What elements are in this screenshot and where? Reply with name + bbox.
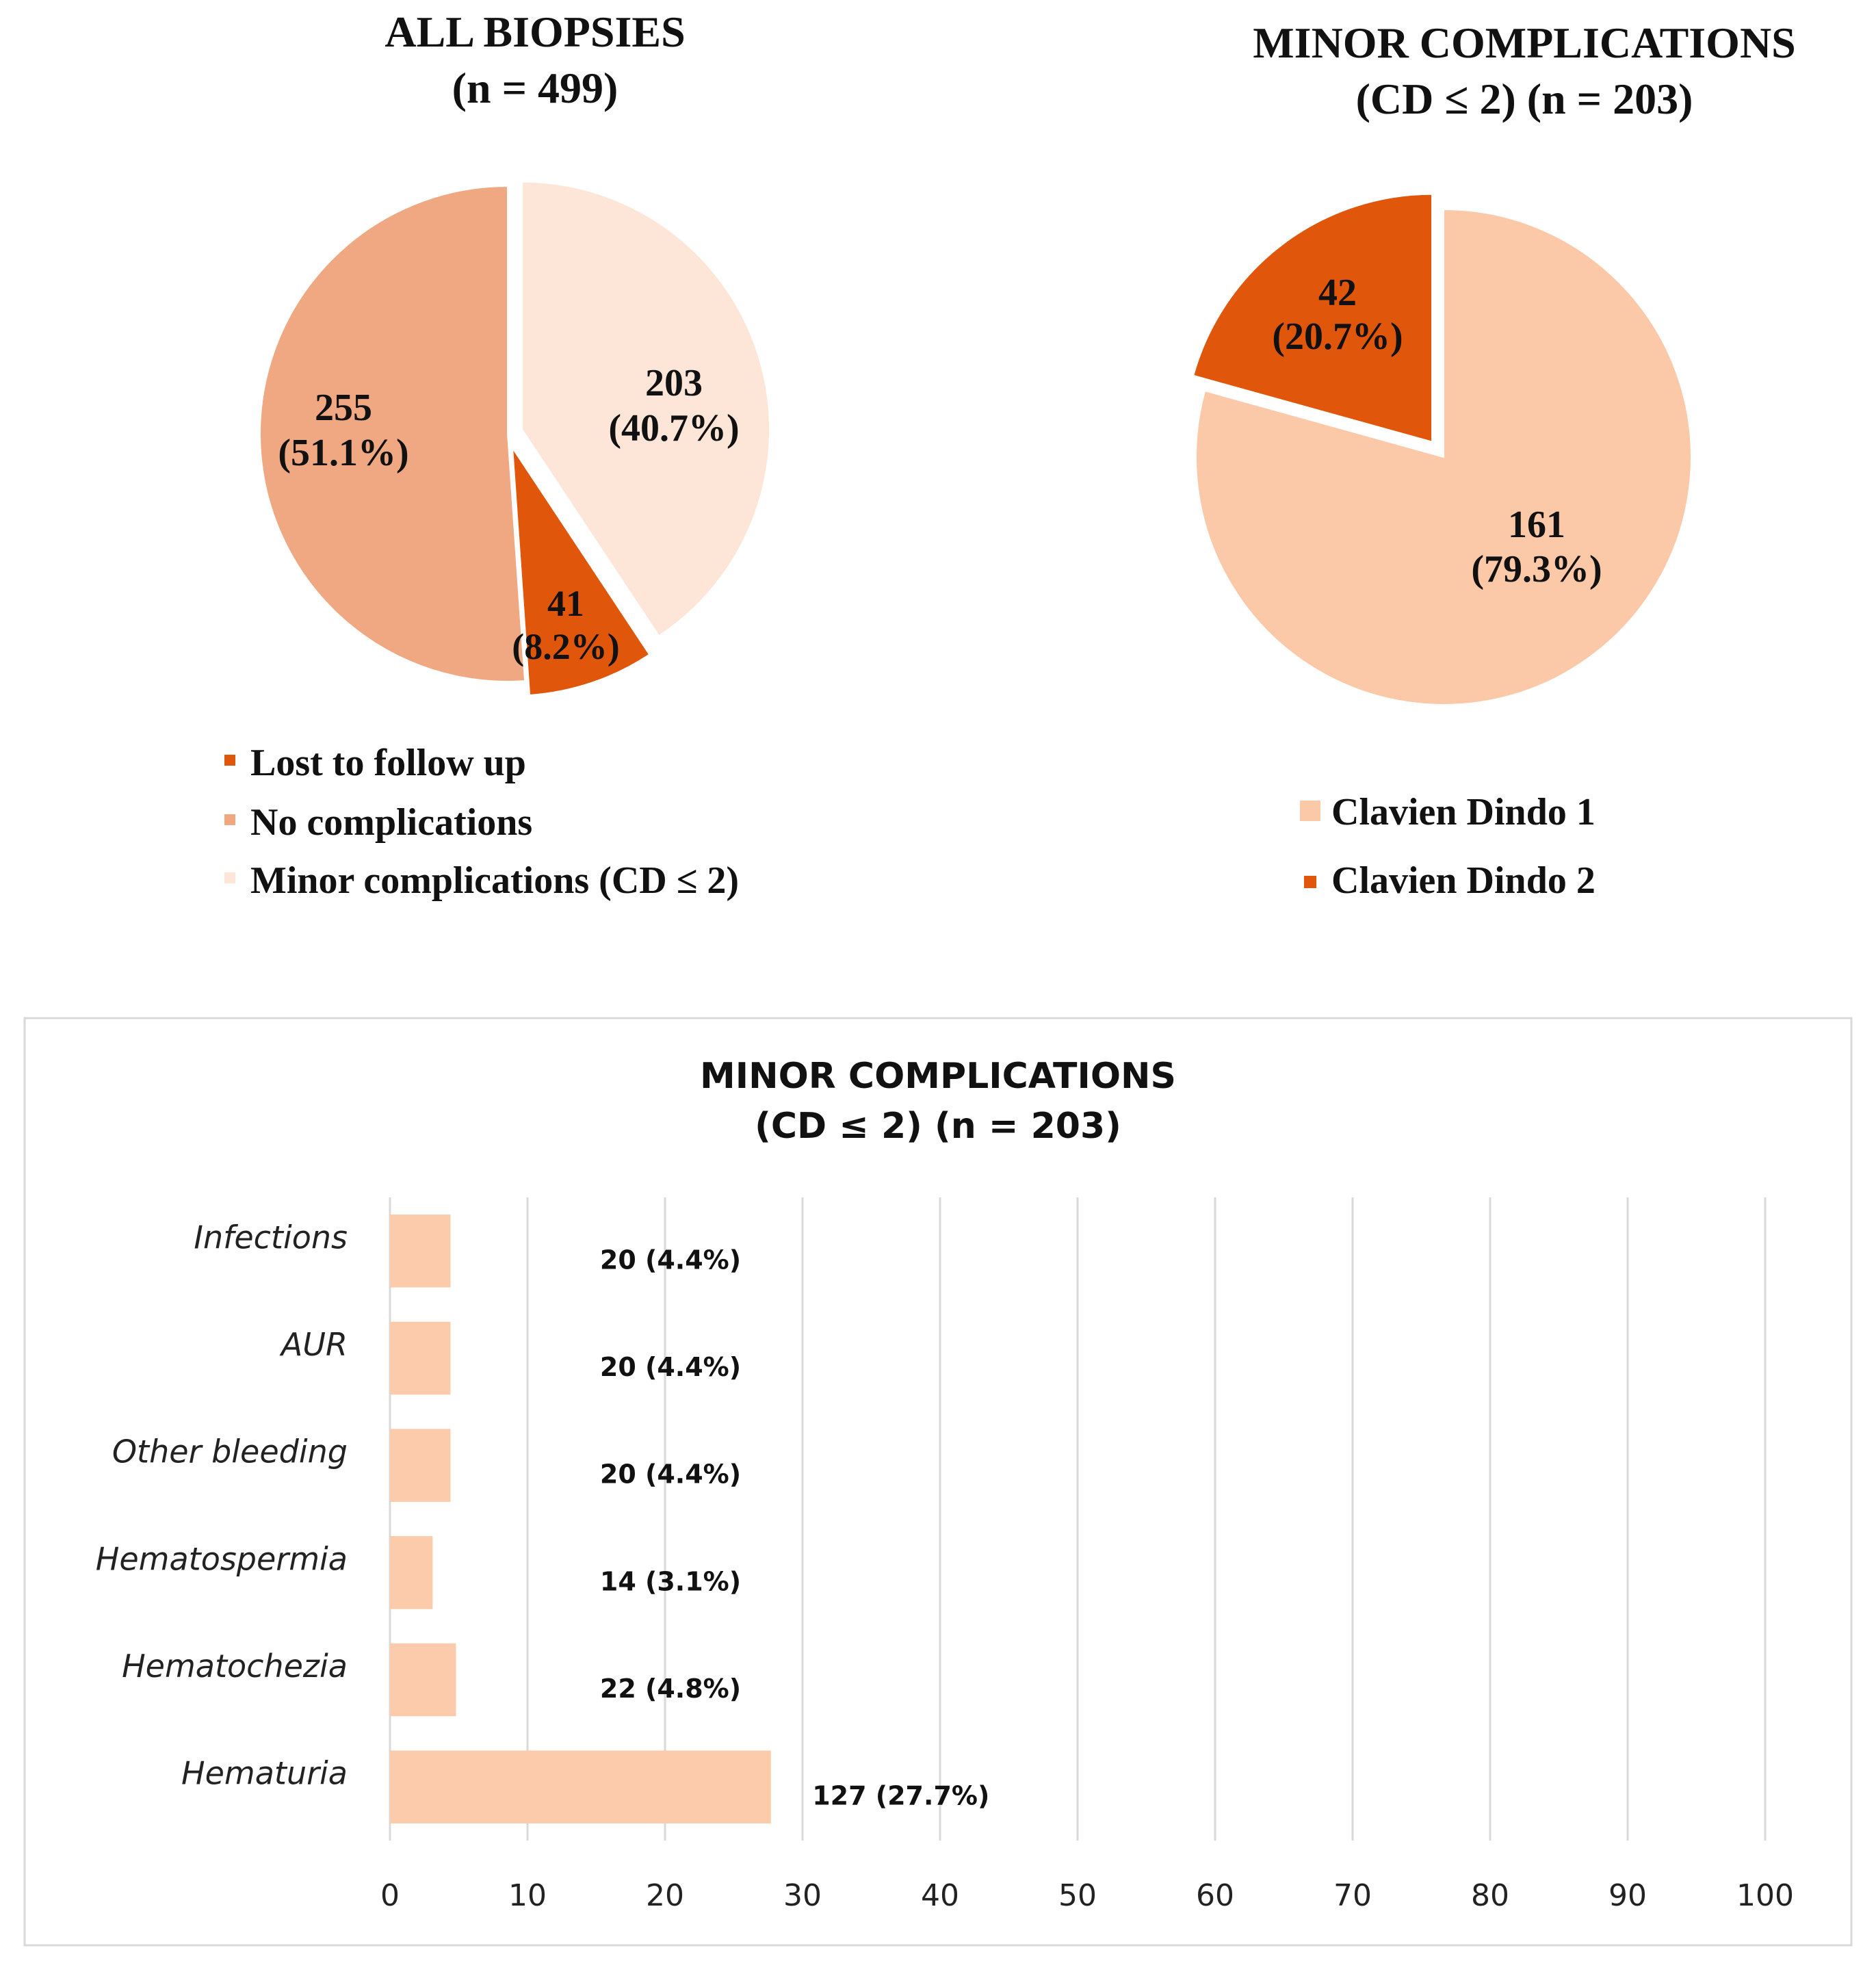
x-tick-label: 60 [1196, 1878, 1234, 1913]
pie1-label-none-pct: (51.1%) [278, 432, 408, 474]
pie-slice-clavien-dindo-2 [1193, 193, 1433, 443]
bar-hematuria [390, 1750, 771, 1823]
bar-x-tick-labels: 0 10 20 30 40 50 60 70 80 90 100 [380, 1878, 1794, 1913]
legend-label-cd2: Clavien Dindo 2 [1331, 859, 1595, 902]
pie-slice-clavien-dindo-1 [1195, 208, 1692, 705]
legend-swatch-cd1 [1300, 801, 1320, 821]
legend-label-minor: Minor complications (CD ≤ 2) [250, 859, 739, 902]
bar-aur [390, 1321, 451, 1395]
pie1-slices [259, 181, 771, 697]
pie1-title-line2: (n = 499) [452, 64, 618, 112]
bar-data-labels: 20 (4.4%) 20 (4.4%) 20 (4.4%) 14 (3.1%) 22 (… [600, 1245, 989, 1810]
pie-slice-lost-to-follow-up [511, 445, 651, 697]
bar-hematochezia [390, 1643, 456, 1717]
legend-swatch-lost [224, 755, 235, 766]
x-tick-label: 10 [508, 1878, 547, 1913]
bar-hematospermia [390, 1536, 433, 1609]
category-label-hematuria: Hematuria [181, 1755, 348, 1792]
pie1-label-lost-pct: (8.2%) [512, 626, 619, 667]
pie2-label-cd1-value: 161 [1508, 504, 1565, 546]
pie2-legend: Clavien Dindo 1 Clavien Dindo 2 [1300, 791, 1595, 902]
legend-label-no-complications: No complications [250, 801, 532, 844]
x-tick-label: 80 [1471, 1878, 1509, 1913]
pie1-label-minor-pct: (40.7%) [608, 407, 739, 450]
pie1-label-lost-value: 41 [547, 583, 584, 624]
data-label-infections: 20 (4.4%) [600, 1245, 741, 1275]
bar-chart-minor-complications: MINOR COMPLICATIONS (CD ≤ 2) (n = 203) I… [23, 1017, 1853, 1947]
legend-label-lost: Lost to follow up [250, 742, 526, 784]
bar-title-line1: MINOR COMPLICATIONS [700, 1056, 1176, 1097]
pie-chart-all-biopsies: ALL BIOPSIES (n = 499) 41 (8.2%) 255 (51… [224, 8, 771, 902]
x-tick-label: 50 [1058, 1878, 1097, 1913]
x-tick-label: 40 [921, 1878, 959, 1913]
bar-other-bleeding [390, 1429, 451, 1502]
pie1-label-minor-value: 203 [645, 362, 703, 404]
pie2-slices [1193, 193, 1692, 705]
bar-bars [390, 1215, 771, 1823]
legend-swatch-no-complications [224, 814, 235, 825]
x-tick-label: 30 [783, 1878, 822, 1913]
bar-chart-frame [23, 1017, 1853, 1947]
x-tick-label: 70 [1333, 1878, 1372, 1913]
pie1-title-line1: ALL BIOPSIES [385, 8, 685, 56]
bar-infections [390, 1215, 451, 1288]
bar-category-labels: Infections AUR Other bleeding Hematospermia… [96, 1219, 348, 1791]
pie1-label-none-value: 255 [315, 387, 372, 429]
data-label-other-bleeding: 20 (4.4%) [600, 1459, 741, 1490]
legend-label-cd1: Clavien Dindo 1 [1331, 791, 1595, 833]
pie2-label-cd2-value: 42 [1318, 272, 1357, 314]
x-tick-label: 0 [380, 1878, 400, 1913]
x-tick-label: 90 [1608, 1878, 1647, 1913]
pie2-label-cd1-pct: (79.3%) [1471, 548, 1602, 590]
data-label-aur: 20 (4.4%) [600, 1352, 741, 1382]
pie2-label-cd2-pct: (20.7%) [1272, 315, 1403, 358]
category-label-hematospermia: Hematospermia [96, 1540, 348, 1577]
pie2-title-line1: MINOR COMPLICATIONS [1253, 18, 1796, 67]
data-label-hematuria: 127 (27.7%) [812, 1781, 989, 1811]
pie-slice-minor-complications-cd-2 [521, 181, 771, 637]
pie2-title-line2: (CD ≤ 2) (n = 203) [1356, 75, 1693, 123]
bar-gridlines [389, 1197, 1767, 1841]
pie-slice-no-complications [259, 185, 526, 682]
pie1-legend: Lost to follow up No complications Minor… [224, 742, 739, 902]
data-label-hematospermia: 14 (3.1%) [600, 1566, 741, 1596]
data-label-hematochezia: 22 (4.8%) [600, 1674, 741, 1704]
legend-swatch-cd2 [1304, 876, 1316, 888]
category-label-infections: Infections [194, 1219, 348, 1256]
x-tick-label: 100 [1736, 1878, 1794, 1913]
category-label-hematochezia: Hematochezia [122, 1648, 348, 1685]
bar-title-line2: (CD ≤ 2) (n = 203) [755, 1106, 1121, 1147]
x-tick-label: 20 [646, 1878, 684, 1913]
legend-swatch-minor [224, 872, 235, 883]
category-label-other-bleeding: Other bleeding [112, 1433, 348, 1470]
pie-chart-minor-complications: MINOR COMPLICATIONS (CD ≤ 2) (n = 203) 1… [1193, 18, 1796, 902]
category-label-aur: AUR [279, 1326, 348, 1363]
